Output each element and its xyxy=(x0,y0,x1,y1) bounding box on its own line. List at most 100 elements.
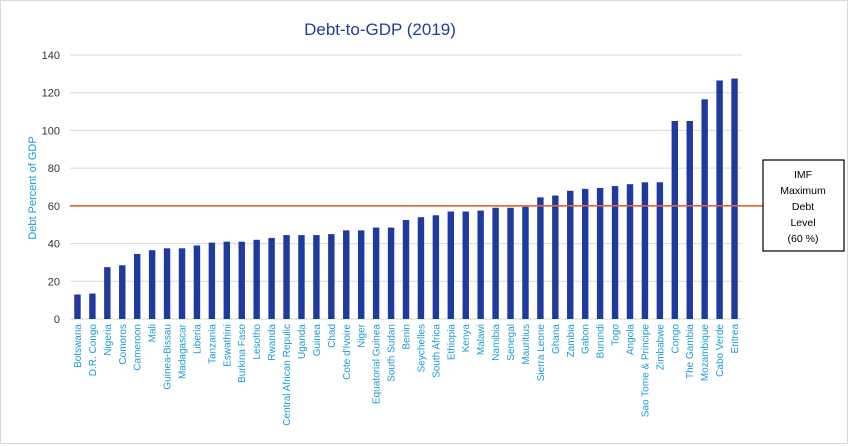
bar xyxy=(387,227,395,319)
bar xyxy=(701,99,708,319)
bar xyxy=(223,241,231,319)
bar xyxy=(253,239,260,319)
bar xyxy=(104,267,111,319)
imf-annotation-box: IMF Maximum Debt Level (60 %) xyxy=(762,159,845,252)
bar xyxy=(328,234,335,319)
x-tick-label: Cabo Verde xyxy=(715,324,726,377)
y-tick-label: 140 xyxy=(42,50,60,62)
bar xyxy=(716,80,723,319)
bar xyxy=(567,190,574,319)
x-tick-label: Botswana xyxy=(73,324,84,368)
bar xyxy=(432,215,440,319)
y-axis-label: Debt Percent of GDP xyxy=(27,136,39,239)
x-tick-label: Eritrea xyxy=(730,324,741,354)
x-tick-label: Rwanda xyxy=(267,324,278,361)
bar xyxy=(447,211,455,319)
bar xyxy=(268,237,275,319)
bar xyxy=(74,294,81,319)
bar xyxy=(522,206,529,319)
bar xyxy=(671,121,679,319)
x-tick-label: Cote d'Ivoire xyxy=(342,324,353,380)
bar xyxy=(283,235,290,319)
x-tick-label: Guinea xyxy=(312,324,323,357)
x-tick-label: Mali xyxy=(148,324,159,342)
x-tick-labels: Botswana D.R. Congo Nigeria Comoros Cameroon… xyxy=(73,323,741,425)
x-tick-label: Burundi xyxy=(596,324,607,358)
bar xyxy=(193,245,201,319)
annotation-border xyxy=(762,159,845,252)
x-tick-label: Central African Repulic xyxy=(282,324,293,426)
bar xyxy=(552,195,559,319)
bars xyxy=(74,78,738,319)
x-tick-label: Senegal xyxy=(506,324,517,361)
x-tick-label: Chad xyxy=(327,324,338,348)
bar xyxy=(133,253,141,319)
bar xyxy=(178,248,186,319)
bar xyxy=(596,187,604,319)
bar xyxy=(298,235,305,319)
x-tick-label: Comoros xyxy=(118,324,129,365)
bar xyxy=(581,188,589,319)
y-tick-label: 60 xyxy=(48,201,60,213)
x-tick-label: Zimbabwe xyxy=(655,324,666,371)
bar xyxy=(313,235,320,319)
bar xyxy=(462,211,469,319)
bar xyxy=(417,217,425,319)
bar xyxy=(656,182,664,319)
bar xyxy=(477,210,484,319)
bar xyxy=(492,207,499,319)
bar xyxy=(163,248,171,319)
bar xyxy=(89,293,96,319)
bar xyxy=(238,241,245,319)
bar xyxy=(357,230,365,319)
bar xyxy=(343,230,350,319)
x-tick-label: Benin xyxy=(402,324,413,350)
annotation-line-1: IMF xyxy=(794,169,812,181)
bar xyxy=(731,78,738,319)
x-tick-label: Mozambique xyxy=(700,324,711,382)
annotation-line-2: Maximum xyxy=(780,185,826,197)
y-tick-label: 120 xyxy=(42,88,60,100)
bar xyxy=(626,184,634,319)
x-tick-label: Seychelles xyxy=(416,324,427,372)
x-tick-label: Sierra Leone xyxy=(536,324,547,382)
annotation-line-5: (60 %) xyxy=(788,233,819,245)
x-tick-label: Malawi xyxy=(476,324,487,355)
bar xyxy=(372,227,380,319)
x-tick-label: Liberia xyxy=(192,324,203,354)
x-tick-label: Zambia xyxy=(566,324,577,358)
x-tick-label: D.R. Congo xyxy=(88,324,99,377)
y-tick-label: 40 xyxy=(48,239,60,251)
bar xyxy=(507,207,514,319)
bar xyxy=(686,121,693,319)
y-tick-label: 0 xyxy=(54,314,60,326)
x-tick-label: South Africa xyxy=(431,324,442,378)
x-tick-label: Congo xyxy=(670,324,681,354)
bar xyxy=(641,182,649,319)
bar xyxy=(119,265,126,319)
x-tick-label: Angola xyxy=(626,324,637,356)
bar xyxy=(208,242,216,319)
y-tick-labels: 0 20 40 60 80 100 120 140 xyxy=(42,50,60,326)
x-tick-label: Madagascar xyxy=(178,323,189,379)
bar xyxy=(148,250,156,319)
x-tick-label: Togo xyxy=(611,324,622,346)
x-tick-label: Mauritius xyxy=(521,324,532,365)
x-tick-label: Namibia xyxy=(491,324,502,361)
bar xyxy=(402,220,410,319)
x-tick-label: Kenya xyxy=(461,324,472,353)
x-tick-label: Uganda xyxy=(297,324,308,359)
y-tick-label: 100 xyxy=(42,125,60,137)
bar xyxy=(537,197,544,319)
x-tick-label: Lesotho xyxy=(252,324,263,360)
x-tick-label: Cameroon xyxy=(133,324,144,371)
x-tick-label: Burkina Faso xyxy=(237,324,248,383)
x-tick-label: Ghana xyxy=(551,324,562,354)
x-tick-label: South Sudan xyxy=(387,324,398,382)
y-tick-label: 80 xyxy=(48,163,60,175)
annotation-line-4: Level xyxy=(790,217,815,229)
annotation-line-3: Debt xyxy=(792,201,814,213)
bar xyxy=(611,186,619,319)
x-tick-label: The Gambia xyxy=(685,324,696,379)
